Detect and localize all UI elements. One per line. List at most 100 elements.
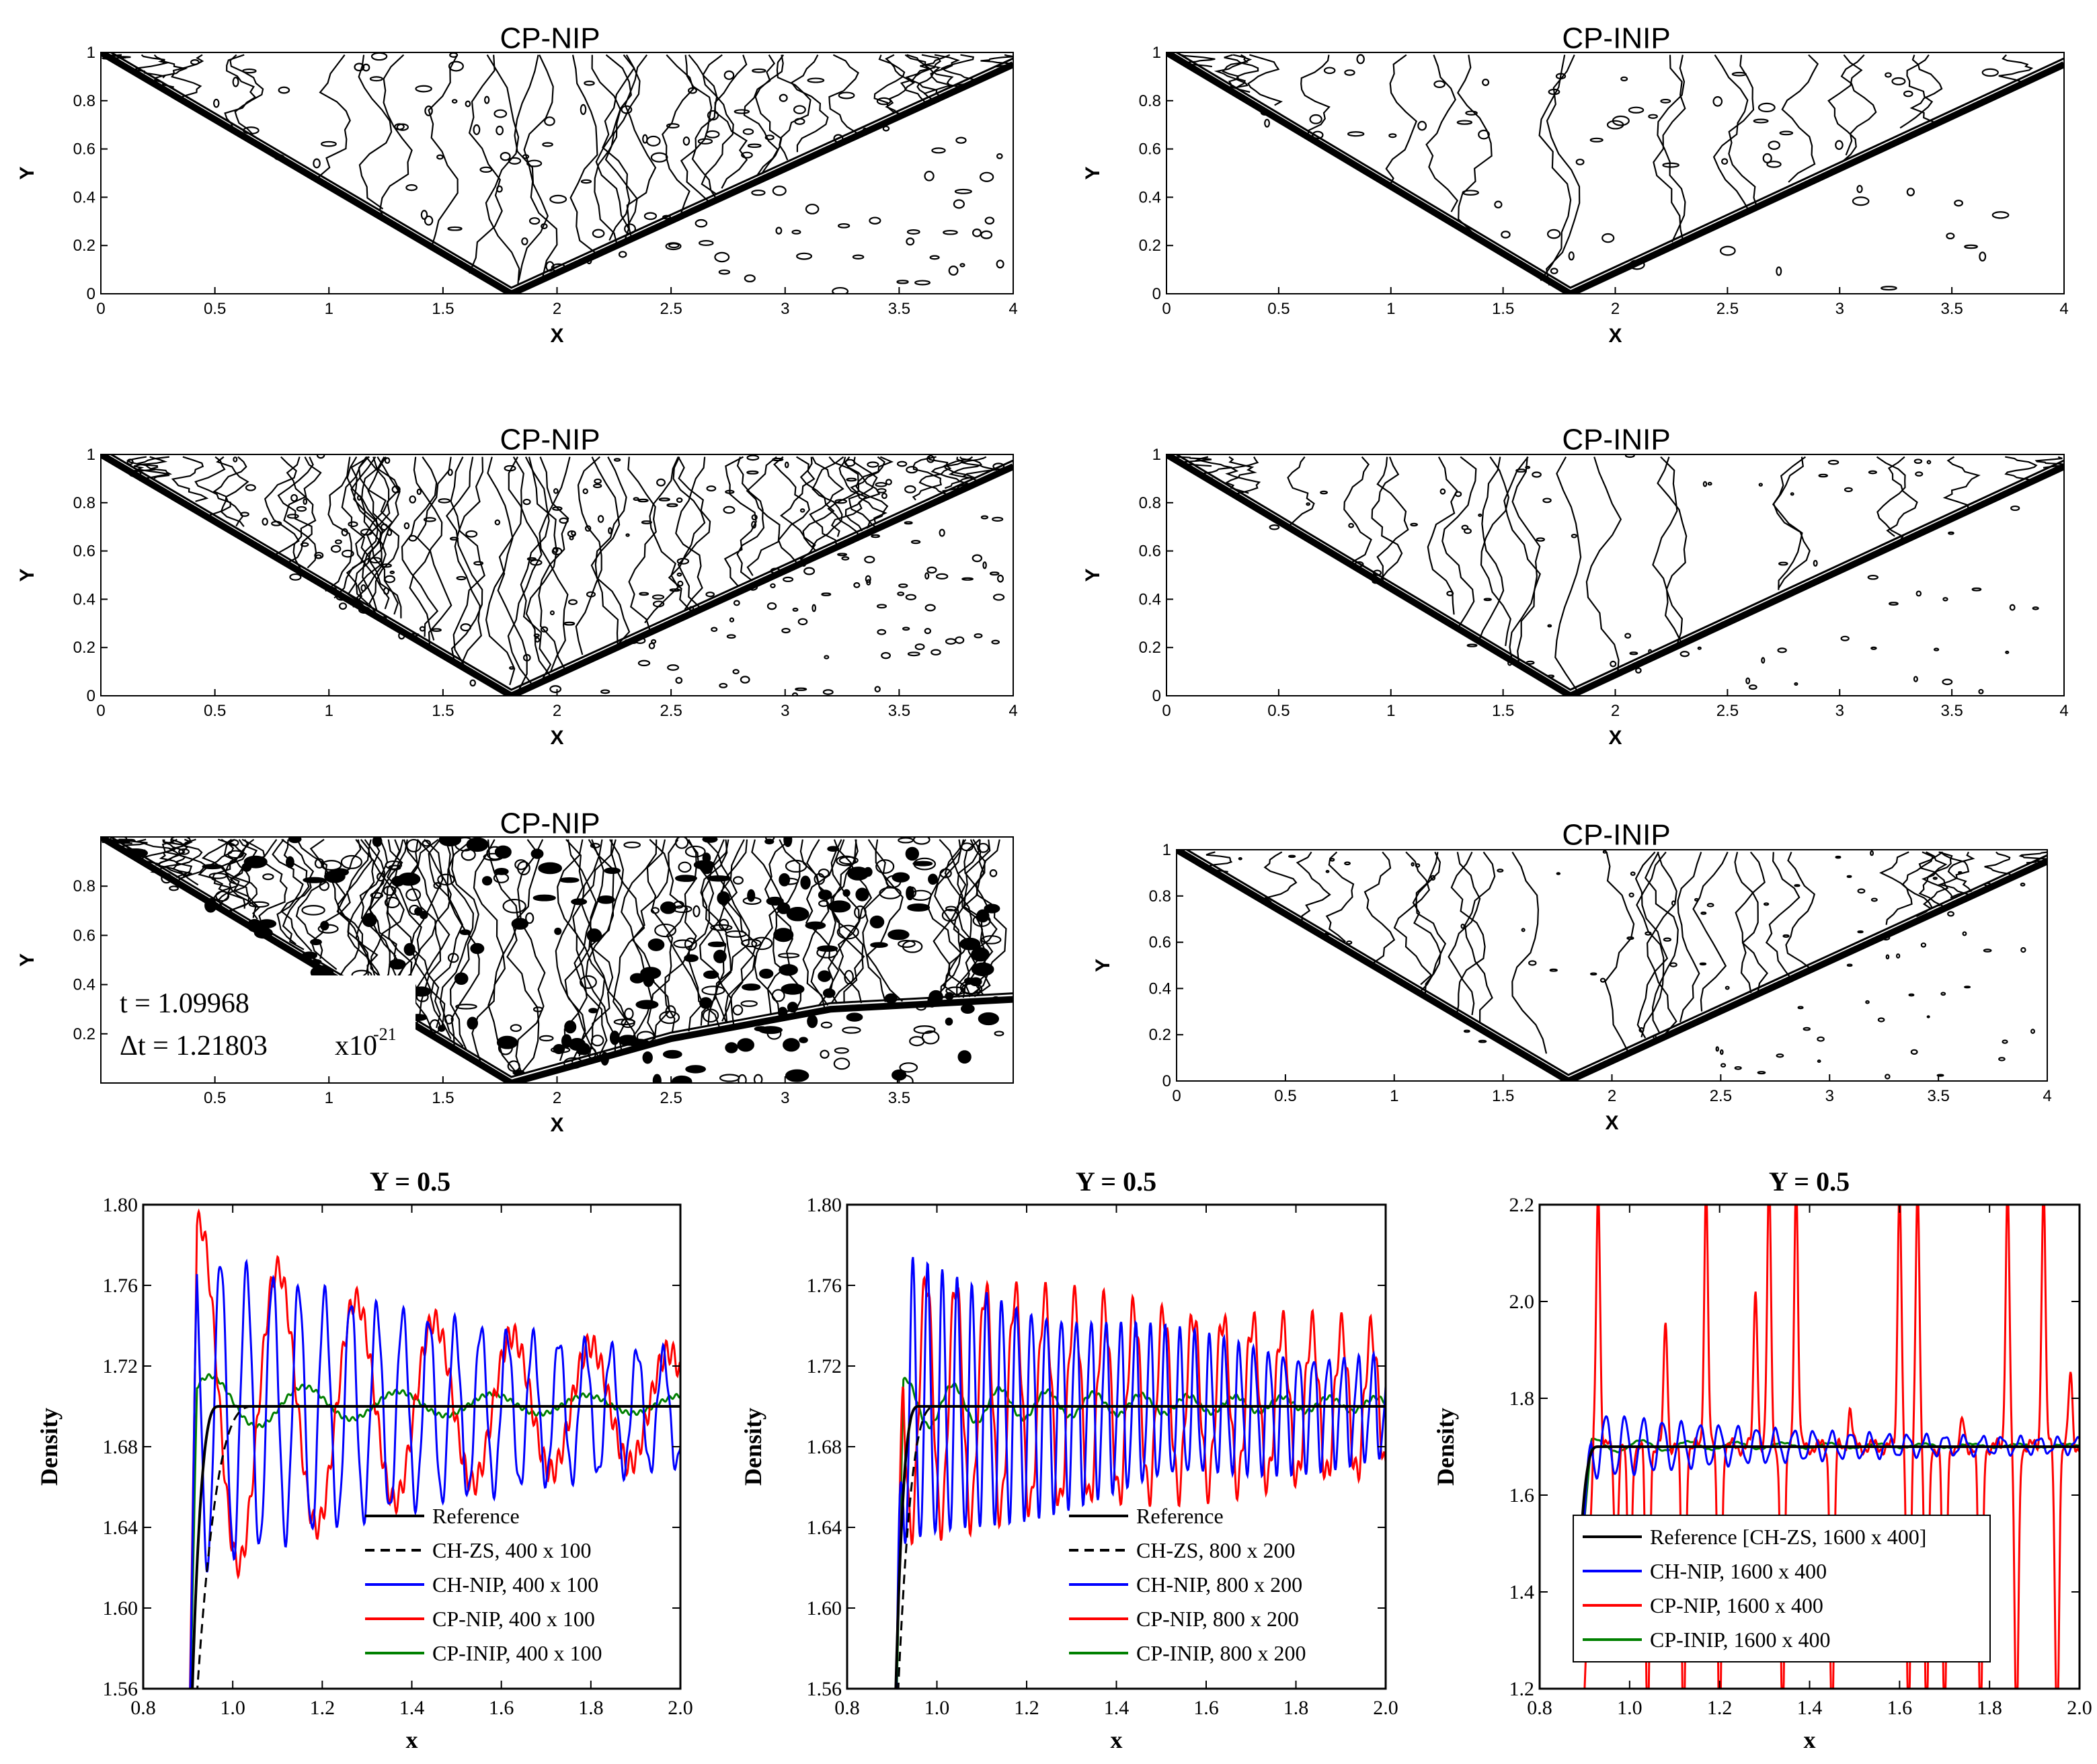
contour-blob	[1719, 1049, 1724, 1055]
contour-blob	[906, 229, 920, 235]
panel-title: CP-INIP	[1562, 424, 1670, 456]
x-tick-label: 2	[553, 1089, 561, 1107]
contour-blob	[1433, 80, 1446, 88]
contour-blob	[533, 633, 540, 638]
contour-blob	[729, 617, 735, 623]
contour-line	[723, 456, 757, 588]
line-panel: Y = 0.5 0.8 1.0 1.2 1.4 1.6 1.8 2.0 1.56 1.60 1.64…	[36, 1166, 693, 1753]
contour-line	[699, 838, 738, 1025]
contour-blob	[313, 158, 321, 169]
panel-title: CP-NIP	[500, 807, 600, 840]
shock-line	[101, 52, 1013, 294]
contour-blob	[1411, 862, 1415, 867]
contour-blob	[438, 837, 462, 846]
y-tick-label: 0.8	[1139, 494, 1161, 512]
x-tick-label: 0.5	[204, 702, 226, 720]
contour-line	[806, 839, 836, 1006]
contour-blob	[639, 592, 649, 596]
contour-blob	[1947, 911, 1954, 917]
contour-blob	[824, 655, 830, 659]
contour-blob	[1794, 682, 1798, 686]
y-tick-label: 0	[1162, 1072, 1171, 1090]
contour-blob	[202, 864, 223, 870]
x-tick-label: 0.8	[130, 1697, 156, 1719]
x-tick-label: 2	[1611, 300, 1620, 318]
contour-blob	[711, 627, 718, 633]
contour-blob	[766, 602, 777, 610]
contour-blob	[389, 959, 406, 970]
contour-blob	[592, 483, 602, 489]
contour-blob	[528, 217, 541, 225]
contour-blob	[766, 896, 784, 906]
contour-blob	[624, 1008, 634, 1020]
contour-line	[330, 839, 362, 978]
contour-blob	[996, 259, 1004, 269]
contour-blob	[971, 947, 990, 962]
contour-blob	[803, 567, 816, 575]
contour-blob	[1948, 531, 1954, 535]
contour-blob	[676, 557, 690, 565]
contour-blob	[530, 559, 543, 566]
contour-blob	[834, 1047, 849, 1054]
contour-blob	[1910, 1049, 1918, 1055]
shock-line-edge	[1175, 454, 2064, 691]
contour-line	[520, 456, 552, 681]
x-tick-label: 2.5	[660, 702, 682, 720]
contour-blob	[1430, 875, 1436, 881]
contour-blob	[896, 1074, 914, 1083]
x-tick-label: 1.0	[924, 1697, 950, 1719]
contour-panel: CP-NIP 0 0.5 1 1.5 2 2.5 3 3.5 4 0 0.2 0.4 0.6 0.8 1 X Y	[16, 424, 1018, 749]
contour-blob	[775, 227, 783, 235]
contour-blob	[1515, 469, 1527, 473]
contour-blob	[846, 477, 857, 482]
contour-blob	[783, 1038, 800, 1052]
contour-blob	[424, 215, 434, 226]
contour-blob	[1660, 98, 1671, 104]
contour-blob	[563, 621, 576, 626]
contour-blob	[718, 269, 731, 275]
contour-blob	[777, 902, 791, 914]
contour-line	[573, 839, 608, 1056]
contour-line	[1247, 54, 1283, 106]
contour-blob	[1702, 481, 1708, 487]
contour-line	[764, 838, 793, 1014]
x-axis-label: X	[1605, 1112, 1618, 1134]
contour-blob	[444, 1014, 454, 1025]
contour-blob	[734, 109, 750, 114]
contour-blob	[1707, 481, 1712, 486]
contour-blob	[170, 837, 191, 845]
contour-blob	[1628, 106, 1645, 114]
contour-blob	[321, 860, 342, 871]
contour-blob	[215, 890, 230, 902]
x-tick-label: 4	[1008, 702, 1017, 720]
contour-blob	[1528, 960, 1537, 966]
contour-blob	[354, 63, 365, 72]
contour-blob	[853, 582, 861, 588]
contour-line	[416, 456, 452, 646]
contour-blob	[126, 458, 134, 465]
contour-line	[1918, 851, 1948, 911]
contour-blob	[286, 514, 299, 519]
contour-blob	[799, 1037, 808, 1043]
x-tick-label: 1	[1390, 1087, 1398, 1105]
contour-line	[1781, 54, 1819, 183]
panel-title: Y = 0.5	[1769, 1166, 1850, 1197]
contour-line	[401, 456, 439, 637]
contour-blob	[992, 463, 1005, 471]
contour-blob	[1846, 875, 1852, 878]
contour-line	[358, 456, 393, 610]
legend-label: Reference	[432, 1504, 520, 1528]
contour-blob	[1624, 633, 1632, 639]
contour-blob	[1439, 488, 1446, 495]
contour-blob	[341, 549, 354, 558]
contour-blob	[637, 498, 649, 503]
contour-blob	[910, 540, 921, 545]
contour-blob	[590, 1035, 604, 1047]
contour-blob	[642, 1051, 653, 1064]
contour-line	[216, 456, 249, 527]
contour-blob	[904, 485, 916, 493]
contour-line	[171, 54, 204, 99]
contour-blob	[1465, 110, 1478, 116]
series-line	[1579, 1445, 2080, 1548]
contour-blob	[1776, 266, 1782, 276]
